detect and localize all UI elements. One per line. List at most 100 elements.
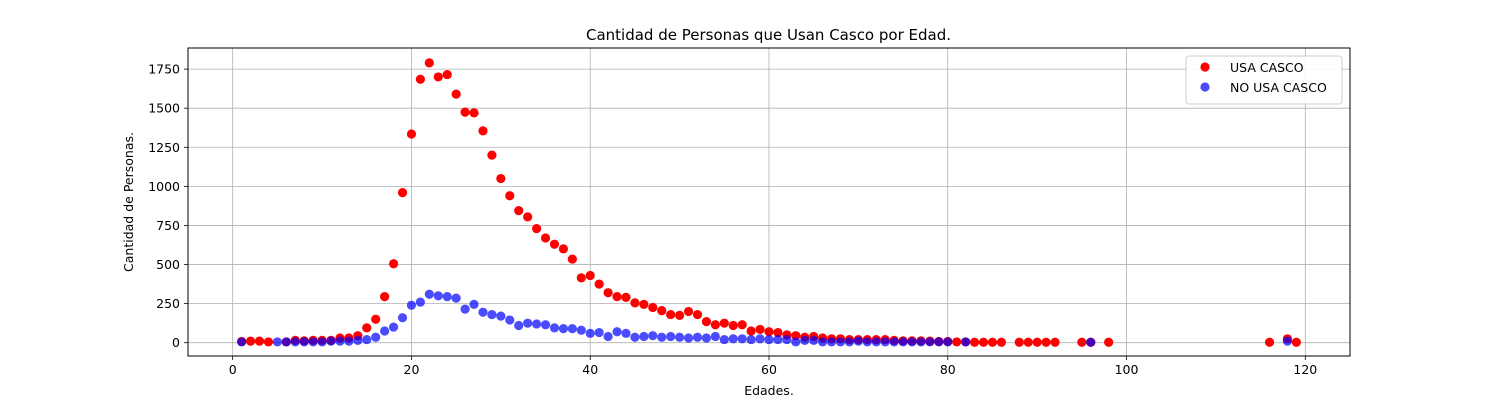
point-usa-casco [424,58,434,68]
point-no-usa-casco [737,334,747,344]
point-usa-casco [969,337,980,347]
point-no-usa-casco [692,332,703,342]
point-no-usa-casco [826,337,837,347]
point-no-usa-casco [290,337,300,347]
point-no-usa-casco [237,337,247,347]
point-no-usa-casco [371,332,381,342]
point-usa-casco [952,337,962,347]
point-no-usa-casco [451,293,461,303]
point-usa-casco [496,173,506,184]
x-axis-label: Edades. [744,383,794,398]
point-usa-casco [469,108,479,118]
point-usa-casco [362,323,372,333]
point-no-usa-casco [773,334,783,345]
point-usa-casco [755,324,765,335]
point-no-usa-casco [880,337,890,347]
point-no-usa-casco [889,337,899,347]
point-no-usa-casco [809,335,819,345]
point-usa-casco [701,317,712,327]
point-usa-casco [692,309,703,320]
y-tick-label: 500 [156,257,180,272]
point-no-usa-casco [1086,337,1096,347]
point-no-usa-casco [791,337,801,347]
point-usa-casco [728,320,738,331]
point-no-usa-casco [576,325,586,335]
point-usa-casco [576,273,586,283]
point-no-usa-casco [710,331,720,342]
x-tick-label: 60 [761,362,777,377]
point-no-usa-casco [898,337,908,347]
point-usa-casco [746,326,756,336]
y-tick-label: 1250 [148,140,180,155]
point-usa-casco [1077,337,1087,347]
point-usa-casco [388,259,399,269]
point-usa-casco [549,239,560,249]
point-no-usa-casco [853,336,863,346]
x-tick-label: 100 [1115,362,1139,377]
point-no-usa-casco [532,319,542,329]
point-usa-casco [451,89,461,99]
point-no-usa-casco [308,337,318,347]
point-usa-casco [683,306,694,317]
x-tick-label: 80 [940,362,956,377]
point-no-usa-casco [335,336,345,346]
point-usa-casco [1104,337,1114,347]
point-no-usa-casco [567,324,577,334]
point-usa-casco [245,336,256,346]
axis-ticks: 0 20 40 60 80 100 120 0 250 500 750 1000 1250 1500 175… [148,62,1317,377]
point-usa-casco [532,223,542,234]
point-usa-casco [263,337,274,347]
point-usa-casco [621,292,631,302]
legend-box [1185,55,1343,105]
point-usa-casco [540,233,551,243]
point-usa-casco [675,310,685,320]
point-no-usa-casco [505,315,515,325]
point-usa-casco [710,320,720,330]
point-no-usa-casco [326,336,336,346]
point-no-usa-casco [496,311,506,321]
point-no-usa-casco [835,337,846,347]
point-no-usa-casco [728,334,738,344]
point-no-usa-casco [478,307,488,317]
point-no-usa-casco [701,333,712,343]
legend-marker-usa-casco [1200,62,1210,72]
x-tick-label: 120 [1293,362,1317,377]
point-no-usa-casco [782,334,792,345]
point-no-usa-casco [514,320,524,331]
point-no-usa-casco [442,291,452,302]
point-usa-casco [630,298,640,308]
point-usa-casco [514,205,524,216]
point-usa-casco [773,327,783,338]
data-points [237,58,1301,347]
point-no-usa-casco [719,334,729,345]
point-usa-casco [987,337,998,347]
point-usa-casco [1032,337,1042,347]
point-no-usa-casco [925,337,935,347]
legend: USA CASCO NO USA CASCO [1185,55,1343,105]
x-tick-label: 20 [404,362,420,377]
point-no-usa-casco [388,322,399,332]
point-usa-casco [603,288,613,298]
point-no-usa-casco [272,337,282,347]
point-usa-casco [978,337,989,347]
point-usa-casco [764,327,774,337]
point-usa-casco [639,299,649,310]
point-no-usa-casco [585,328,595,338]
point-usa-casco [1050,337,1060,347]
legend-marker-no-usa-casco [1200,82,1210,92]
point-no-usa-casco [281,337,291,347]
point-no-usa-casco [612,327,622,337]
y-tick-label: 1500 [148,101,180,116]
point-no-usa-casco [344,336,354,346]
point-usa-casco [1023,337,1033,347]
point-no-usa-casco [800,335,810,345]
y-tick-label: 750 [156,218,180,233]
point-no-usa-casco [299,337,309,347]
point-usa-casco [612,291,622,302]
point-usa-casco [523,212,533,222]
point-no-usa-casco [424,289,434,299]
legend-label-no-usa-casco: NO USA CASCO [1230,80,1327,95]
point-no-usa-casco [362,334,372,345]
point-no-usa-casco [317,337,327,347]
